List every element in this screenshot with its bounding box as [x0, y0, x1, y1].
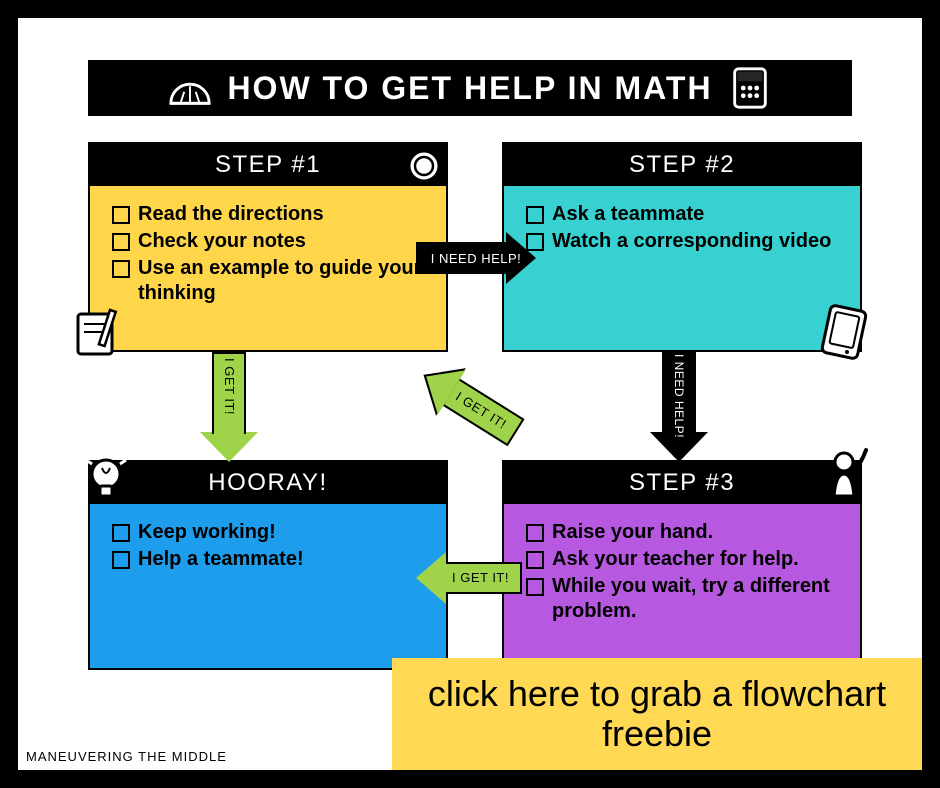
page-title: HOW TO GET HELP IN MATH: [227, 70, 712, 107]
list-item: Ask your teacher for help.: [526, 547, 838, 572]
card-hooray-list: Keep working! Help a teammate!: [112, 520, 424, 572]
card-hooray-title: HOORAY!: [208, 469, 327, 497]
card-step1-list: Read the directions Check your notes Use…: [112, 202, 424, 306]
arrow-label: I GET IT!: [222, 358, 237, 415]
list-item: Keep working!: [112, 520, 424, 545]
arrow-need-help-down: I NEED HELP!: [654, 352, 704, 462]
list-item: Raise your hand.: [526, 520, 838, 545]
card-step2-title: STEP #2: [629, 151, 735, 179]
arrow-get-it-left: I GET IT!: [416, 552, 536, 604]
list-item: Watch a corresponding video: [526, 229, 838, 254]
cta-text: click here to grab a flowchart freebie: [412, 674, 902, 753]
card-step2-list: Ask a teammate Watch a corresponding vid…: [526, 202, 838, 254]
title-bar: HOW TO GET HELP IN MATH: [88, 60, 852, 116]
list-item: Use an example to guide your thinking: [112, 256, 424, 306]
arrow-need-help-right: I NEED HELP!: [416, 236, 536, 280]
card-step3-title: STEP #3: [629, 469, 735, 497]
cta-banner[interactable]: click here to grab a flowchart freebie: [392, 658, 922, 770]
list-item: Ask a teammate: [526, 202, 838, 227]
tablet-icon: [814, 302, 874, 362]
list-item: While you wait, try a different problem.: [526, 574, 838, 624]
canvas: HOW TO GET HELP IN MATH STEP #1 Read the…: [18, 18, 922, 770]
brand-label: MANEUVERING THE MIDDLE: [26, 749, 227, 764]
arrow-get-it-down-1: I GET IT!: [204, 352, 254, 462]
protractor-icon: [167, 65, 213, 111]
card-step1-title: STEP #1: [215, 151, 321, 179]
arrow-get-it-diag: I GET IT!: [404, 344, 548, 475]
arrow-label: I NEED HELP!: [672, 354, 686, 438]
card-step3: STEP #3 Raise your hand. Ask your teache…: [502, 460, 862, 670]
card-step2-header: STEP #2: [504, 144, 860, 186]
card-step2: STEP #2 Ask a teammate Watch a correspon…: [502, 142, 862, 352]
card-step3-list: Raise your hand. Ask your teacher for he…: [526, 520, 838, 624]
card-step1-header: STEP #1: [90, 144, 446, 186]
lightbulb-icon: [76, 446, 136, 506]
calculator-icon: [727, 65, 773, 111]
list-item: Read the directions: [112, 202, 424, 227]
card-step1: STEP #1 Read the directions Check your n…: [88, 142, 448, 352]
list-item: Help a teammate!: [112, 547, 424, 572]
notebook-icon: [70, 302, 130, 362]
arrow-label: I GET IT!: [452, 570, 509, 585]
list-item: Check your notes: [112, 229, 424, 254]
card-step3-header: STEP #3: [504, 462, 860, 504]
card-hooray: HOORAY! Keep working! Help a teammate!: [88, 460, 448, 670]
card-hooray-header: HOORAY!: [90, 462, 446, 504]
arrow-label: I NEED HELP!: [431, 251, 522, 266]
raised-hand-icon: [818, 444, 878, 504]
